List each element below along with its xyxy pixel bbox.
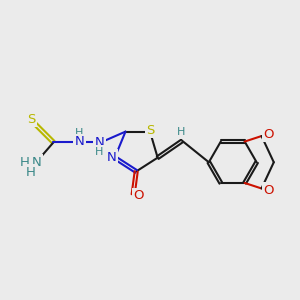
Text: N: N <box>107 151 117 164</box>
Text: O: O <box>263 184 274 196</box>
Text: H: H <box>177 127 186 137</box>
Text: H: H <box>75 128 84 138</box>
Text: N: N <box>75 135 84 148</box>
Text: O: O <box>134 190 144 202</box>
Text: S: S <box>146 124 155 136</box>
Text: H: H <box>20 156 30 169</box>
Text: O: O <box>263 128 274 141</box>
Text: S: S <box>27 113 36 126</box>
Text: N: N <box>32 156 41 169</box>
Text: H: H <box>26 166 35 178</box>
Text: H: H <box>95 146 104 157</box>
Text: N: N <box>94 136 104 149</box>
